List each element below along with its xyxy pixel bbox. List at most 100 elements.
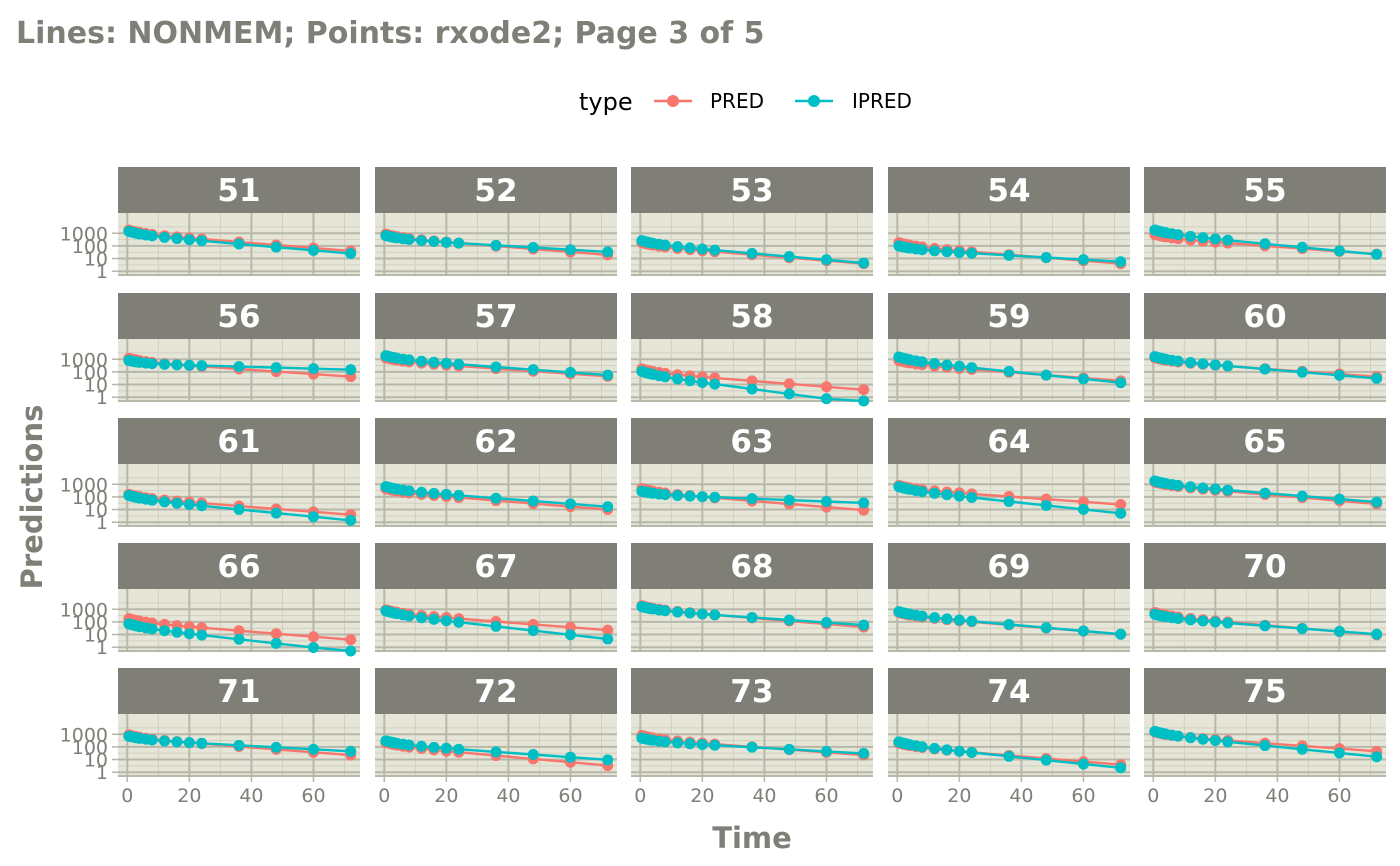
panel-58: 58 [631, 293, 873, 407]
strip-label: 71 [217, 674, 260, 710]
ipred-line [385, 739, 608, 761]
y-tick-label: 100 [72, 612, 108, 634]
strip-background [631, 543, 873, 589]
strip-background [118, 668, 360, 714]
panel-62: 62 [375, 418, 617, 527]
strip-background [1144, 668, 1386, 714]
panel-grid [631, 213, 873, 276]
strip-label: 55 [1243, 173, 1286, 209]
strip-label: 56 [217, 299, 260, 335]
y-tick-label: 100 [72, 737, 108, 759]
strip-label: 60 [1243, 299, 1286, 335]
strip-label: 64 [987, 424, 1030, 460]
strip-background [888, 418, 1130, 464]
y-tick-label: 1000 [60, 724, 108, 746]
series-ipred [123, 225, 357, 259]
strip-background [375, 418, 617, 464]
series-ipred [1149, 351, 1383, 384]
ipred-line [128, 230, 351, 255]
panel-grid [888, 589, 1130, 652]
y-tick-label: 10 [84, 500, 108, 522]
strip-background [375, 668, 617, 714]
strip-background [118, 293, 360, 339]
ipred-line [385, 485, 608, 508]
ipred-line [385, 234, 608, 254]
series-ipred [380, 481, 614, 513]
x-tick-label: 40 [1009, 785, 1033, 807]
legend-title: type [579, 88, 633, 116]
ipred-line [385, 354, 608, 377]
x-axes: 0 20 40 60 0 20 40 60 0 20 40 60 0 20 40 60 0 20 40 60 [121, 776, 1352, 807]
strip-background [118, 543, 360, 589]
y-tick-label: 100 [72, 487, 108, 509]
panel-75: 75 [1144, 668, 1386, 777]
y-tick-label: 1 [96, 762, 108, 784]
legend-key-point-pred [667, 95, 679, 107]
panel-54: 54 [888, 167, 1130, 276]
series-ipred [1149, 475, 1383, 508]
strip-background [888, 167, 1130, 213]
ipred-line [641, 490, 864, 505]
strip-label: 73 [730, 674, 773, 710]
x-tick-label: 20 [177, 785, 201, 807]
strip-label: 59 [987, 299, 1030, 335]
facet-panels: 51 52 53 54 55 56 57 58 59 60 61 62 63 64 65 66 67 68 69 70… [118, 167, 1386, 777]
strip-label: 54 [987, 173, 1030, 209]
y-tick-label: 10 [84, 625, 108, 647]
y-tick-label: 10 [84, 750, 108, 772]
ipred-line [641, 370, 864, 403]
ipred-line [128, 735, 351, 753]
series-ipred [123, 489, 357, 526]
strip-label: 69 [987, 549, 1030, 585]
x-tick-label: 20 [434, 785, 458, 807]
ipred-line [1154, 479, 1377, 504]
strip-label: 58 [730, 299, 773, 335]
strip-label: 65 [1243, 424, 1286, 460]
strip-label: 62 [474, 424, 517, 460]
strip-label: 57 [474, 299, 517, 335]
strip-background [375, 543, 617, 589]
strip-background [375, 167, 617, 213]
strip-label: 67 [474, 549, 517, 585]
x-tick-label: 40 [752, 785, 776, 807]
y-tick-label: 1000 [60, 474, 108, 496]
panel-65: 65 [1144, 418, 1386, 527]
y-tick-label: 1 [96, 512, 108, 534]
strip-label: 52 [474, 173, 517, 209]
ipred-line [1154, 228, 1377, 256]
legend-key-point-ipred [808, 95, 820, 107]
strip-label: 72 [474, 674, 517, 710]
strip-background [118, 167, 360, 213]
panel-61: 61 [118, 418, 360, 527]
panel-52: 52 [375, 167, 617, 276]
series-ipred [123, 354, 357, 376]
panel-55: 55 [1144, 167, 1386, 276]
x-tick-label: 20 [1203, 785, 1227, 807]
x-tick-label: 60 [1327, 785, 1351, 807]
ipred-line [128, 359, 351, 371]
strip-background [631, 418, 873, 464]
x-tick-label: 0 [121, 785, 133, 807]
panel-grid [631, 339, 873, 402]
series-ipred [893, 240, 1127, 268]
panel-68: 68 [631, 543, 873, 652]
strip-background [118, 418, 360, 464]
ipred-line [898, 244, 1121, 263]
strip-background [888, 293, 1130, 339]
strip-background [888, 668, 1130, 714]
strip-background [631, 293, 873, 339]
panel-60: 60 [1144, 293, 1386, 402]
x-tick-label: 0 [891, 785, 903, 807]
ipred-line [898, 610, 1121, 636]
series-ipred [123, 730, 357, 757]
panel-72: 72 [375, 668, 617, 777]
strip-background [888, 543, 1130, 589]
series-ipred [1149, 725, 1383, 763]
x-tick-label: 20 [947, 785, 971, 807]
panel-67: 67 [375, 543, 617, 652]
panel-grid [888, 213, 1130, 276]
series-ipred [893, 351, 1127, 389]
